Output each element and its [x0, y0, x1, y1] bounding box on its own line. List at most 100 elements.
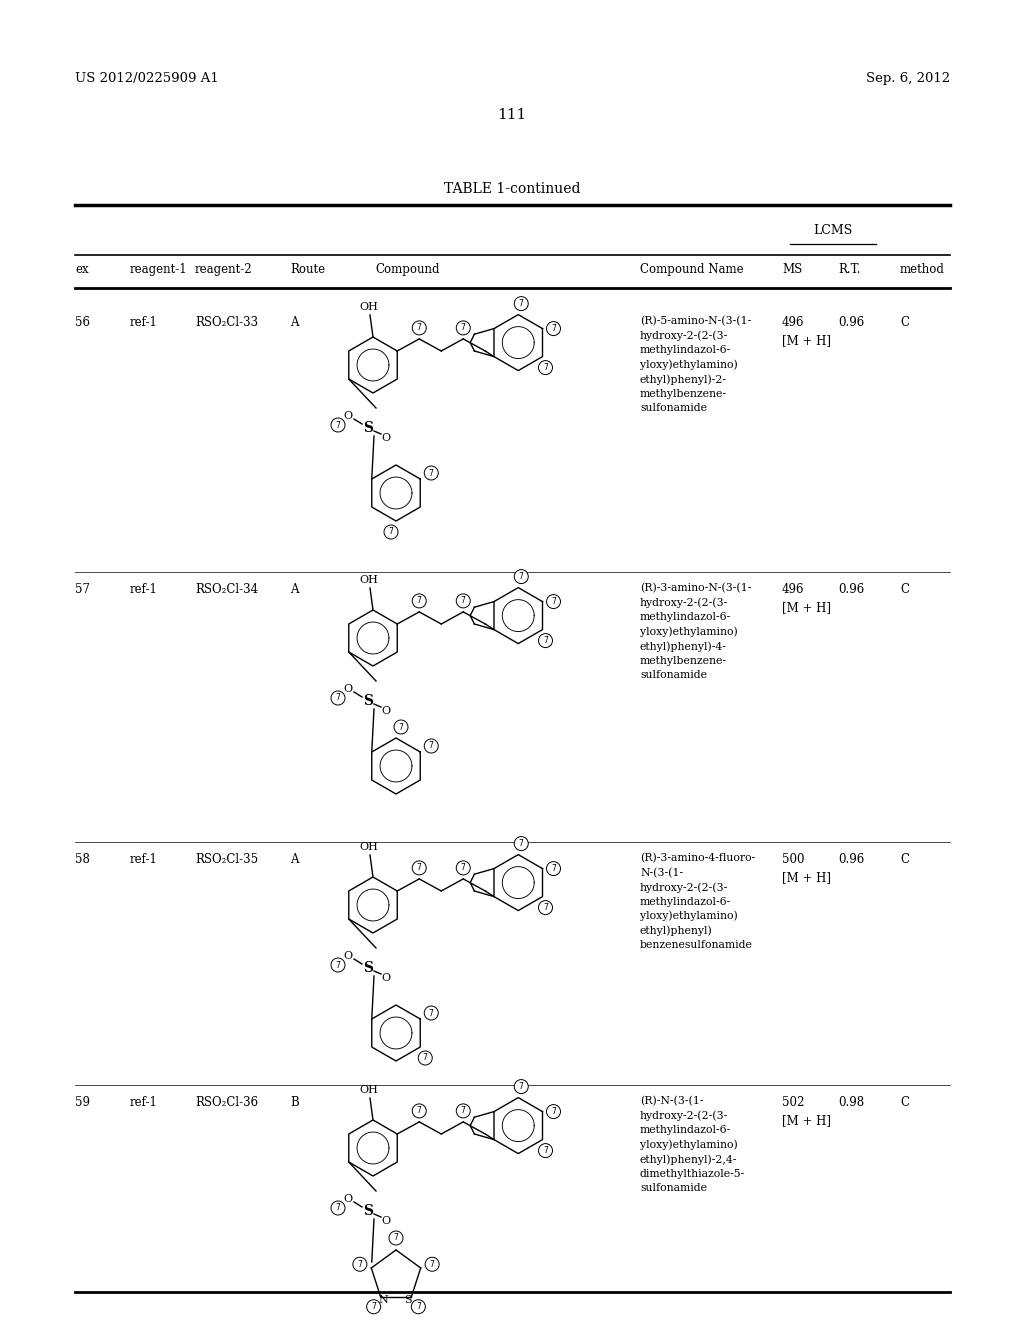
Text: TABLE 1-continued: TABLE 1-continued — [443, 182, 581, 195]
Text: O: O — [381, 433, 390, 444]
Circle shape — [539, 1143, 553, 1158]
Circle shape — [424, 466, 438, 480]
Text: 500
[M + H]: 500 [M + H] — [782, 853, 831, 884]
Text: 7: 7 — [461, 1106, 466, 1115]
Circle shape — [331, 690, 345, 705]
Text: 7: 7 — [372, 1303, 376, 1311]
Text: OH: OH — [359, 576, 379, 585]
Text: 7: 7 — [461, 323, 466, 333]
Text: 7: 7 — [429, 469, 434, 478]
Text: 7: 7 — [543, 903, 548, 912]
Text: OH: OH — [359, 1085, 379, 1096]
Text: 56: 56 — [75, 315, 90, 329]
Text: S: S — [362, 1204, 373, 1218]
Circle shape — [413, 321, 426, 335]
Text: 57: 57 — [75, 583, 90, 597]
Circle shape — [389, 1232, 403, 1245]
Text: 7: 7 — [519, 572, 523, 581]
Text: 7: 7 — [417, 1106, 422, 1115]
Circle shape — [425, 1257, 439, 1271]
Text: 7: 7 — [417, 597, 422, 606]
Text: reagent-2: reagent-2 — [195, 263, 253, 276]
Text: RSO₂Cl-35: RSO₂Cl-35 — [195, 853, 258, 866]
Text: 7: 7 — [519, 1082, 523, 1092]
Text: 7: 7 — [543, 1146, 548, 1155]
Circle shape — [331, 958, 345, 972]
Text: C: C — [900, 583, 909, 597]
Text: Compound Name: Compound Name — [640, 263, 743, 276]
Text: B: B — [290, 1096, 299, 1109]
Text: ref-1: ref-1 — [130, 853, 158, 866]
Text: O: O — [381, 706, 390, 715]
Text: A: A — [290, 853, 299, 866]
Text: 7: 7 — [336, 961, 340, 969]
Text: 7: 7 — [357, 1259, 362, 1269]
Circle shape — [539, 360, 553, 375]
Text: 7: 7 — [551, 325, 556, 333]
Text: 7: 7 — [461, 863, 466, 873]
Text: O: O — [343, 411, 352, 421]
Text: OH: OH — [359, 302, 379, 312]
Text: 59: 59 — [75, 1096, 90, 1109]
Text: C: C — [900, 315, 909, 329]
Circle shape — [394, 719, 408, 734]
Text: 0.98: 0.98 — [838, 1096, 864, 1109]
Circle shape — [457, 1104, 470, 1118]
Text: 496
[M + H]: 496 [M + H] — [782, 315, 831, 347]
Text: N: N — [379, 1295, 388, 1305]
Text: A: A — [290, 315, 299, 329]
Circle shape — [353, 1257, 367, 1271]
Circle shape — [413, 1104, 426, 1118]
Text: 7: 7 — [543, 363, 548, 372]
Text: 7: 7 — [551, 1107, 556, 1117]
Circle shape — [514, 1080, 528, 1093]
Text: 7: 7 — [417, 323, 422, 333]
Text: OH: OH — [359, 842, 379, 851]
Circle shape — [457, 861, 470, 875]
Text: ref-1: ref-1 — [130, 583, 158, 597]
Text: O: O — [381, 1216, 390, 1226]
Circle shape — [539, 900, 553, 915]
Text: 7: 7 — [423, 1053, 428, 1063]
Text: S: S — [362, 694, 373, 708]
Text: O: O — [343, 950, 352, 961]
Text: 111: 111 — [498, 108, 526, 121]
Text: 7: 7 — [416, 1303, 421, 1311]
Circle shape — [547, 862, 560, 875]
Circle shape — [412, 1300, 425, 1313]
Text: C: C — [900, 853, 909, 866]
Circle shape — [514, 297, 528, 310]
Circle shape — [413, 861, 426, 875]
Text: method: method — [900, 263, 945, 276]
Text: 7: 7 — [336, 421, 340, 429]
Text: RSO₂Cl-34: RSO₂Cl-34 — [195, 583, 258, 597]
Text: (R)-N-(3-(1-
hydroxy-2-(2-(3-
methylindazol-6-
yloxy)ethylamino)
ethyl)phenyl)-2: (R)-N-(3-(1- hydroxy-2-(2-(3- methylinda… — [640, 1096, 745, 1193]
Circle shape — [424, 739, 438, 752]
Text: (R)-5-amino-N-(3-(1-
hydroxy-2-(2-(3-
methylindazol-6-
yloxy)ethylamino)
ethyl)p: (R)-5-amino-N-(3-(1- hydroxy-2-(2-(3- me… — [640, 315, 752, 413]
Circle shape — [331, 1201, 345, 1214]
Text: Sep. 6, 2012: Sep. 6, 2012 — [866, 73, 950, 84]
Text: 7: 7 — [519, 840, 523, 849]
Text: ref-1: ref-1 — [130, 1096, 158, 1109]
Circle shape — [384, 525, 398, 539]
Text: 7: 7 — [551, 865, 556, 873]
Text: O: O — [343, 1195, 352, 1204]
Text: 7: 7 — [429, 1008, 434, 1018]
Text: 7: 7 — [393, 1233, 398, 1242]
Circle shape — [514, 570, 528, 583]
Circle shape — [413, 594, 426, 609]
Text: 0.96: 0.96 — [838, 315, 864, 329]
Text: MS: MS — [782, 263, 802, 276]
Text: A: A — [290, 583, 299, 597]
Text: R.T.: R.T. — [838, 263, 860, 276]
Text: 7: 7 — [336, 1204, 340, 1213]
Text: RSO₂Cl-33: RSO₂Cl-33 — [195, 315, 258, 329]
Text: 7: 7 — [388, 528, 393, 536]
Text: 7: 7 — [519, 300, 523, 308]
Text: 7: 7 — [417, 863, 422, 873]
Text: Compound: Compound — [375, 263, 439, 276]
Text: RSO₂Cl-36: RSO₂Cl-36 — [195, 1096, 258, 1109]
Text: ex: ex — [75, 263, 89, 276]
Circle shape — [457, 594, 470, 609]
Text: O: O — [381, 973, 390, 983]
